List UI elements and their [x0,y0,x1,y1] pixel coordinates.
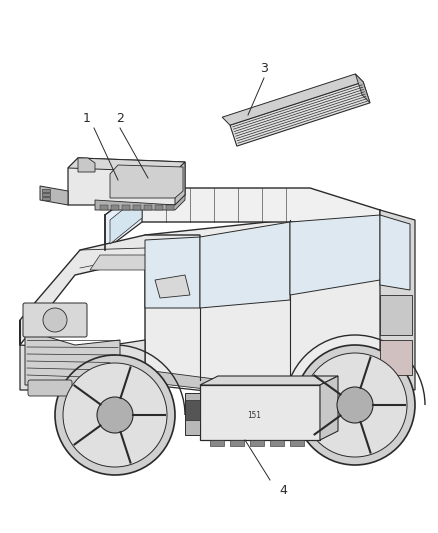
Polygon shape [200,385,320,440]
Bar [270,440,284,446]
Circle shape [63,363,167,467]
Polygon shape [155,275,190,298]
Text: 4: 4 [279,483,287,497]
Circle shape [337,387,373,423]
FancyBboxPatch shape [23,303,87,337]
Bar [100,205,108,210]
Bar [42,193,50,196]
Text: 3: 3 [260,61,268,75]
Bar [380,295,412,335]
Bar [230,440,244,446]
Polygon shape [380,215,410,290]
Polygon shape [200,222,290,308]
Polygon shape [355,74,370,103]
Bar [133,205,141,210]
Polygon shape [145,370,410,400]
Polygon shape [110,194,142,244]
Bar [111,205,119,210]
Bar [42,197,50,200]
Bar [250,440,264,446]
Bar [210,440,224,446]
Bar [290,440,304,446]
Polygon shape [68,158,185,172]
Circle shape [43,308,67,332]
Polygon shape [105,188,380,240]
Bar [42,189,50,192]
Polygon shape [78,158,95,172]
Circle shape [55,355,175,475]
Circle shape [295,345,415,465]
Text: 2: 2 [116,111,124,125]
Polygon shape [68,158,185,205]
Bar [380,340,412,375]
Polygon shape [40,186,68,205]
Circle shape [97,397,133,433]
Polygon shape [230,82,370,146]
Polygon shape [110,165,183,198]
Polygon shape [290,215,380,295]
Polygon shape [20,320,145,390]
Polygon shape [90,255,180,270]
Polygon shape [25,330,120,385]
Polygon shape [20,235,200,345]
Bar [185,400,200,420]
FancyBboxPatch shape [28,380,72,396]
Polygon shape [200,376,338,385]
Text: 1: 1 [83,111,91,125]
Polygon shape [95,195,185,210]
Polygon shape [175,162,185,205]
Bar [155,205,163,210]
Polygon shape [145,210,410,395]
Bar [144,205,152,210]
Bar [166,205,174,210]
Polygon shape [185,393,200,435]
Polygon shape [222,74,363,125]
Polygon shape [105,188,142,250]
Circle shape [303,353,407,457]
Polygon shape [320,376,338,440]
Bar [122,205,130,210]
Text: 151: 151 [247,411,261,420]
Polygon shape [380,210,415,390]
Polygon shape [145,237,200,308]
